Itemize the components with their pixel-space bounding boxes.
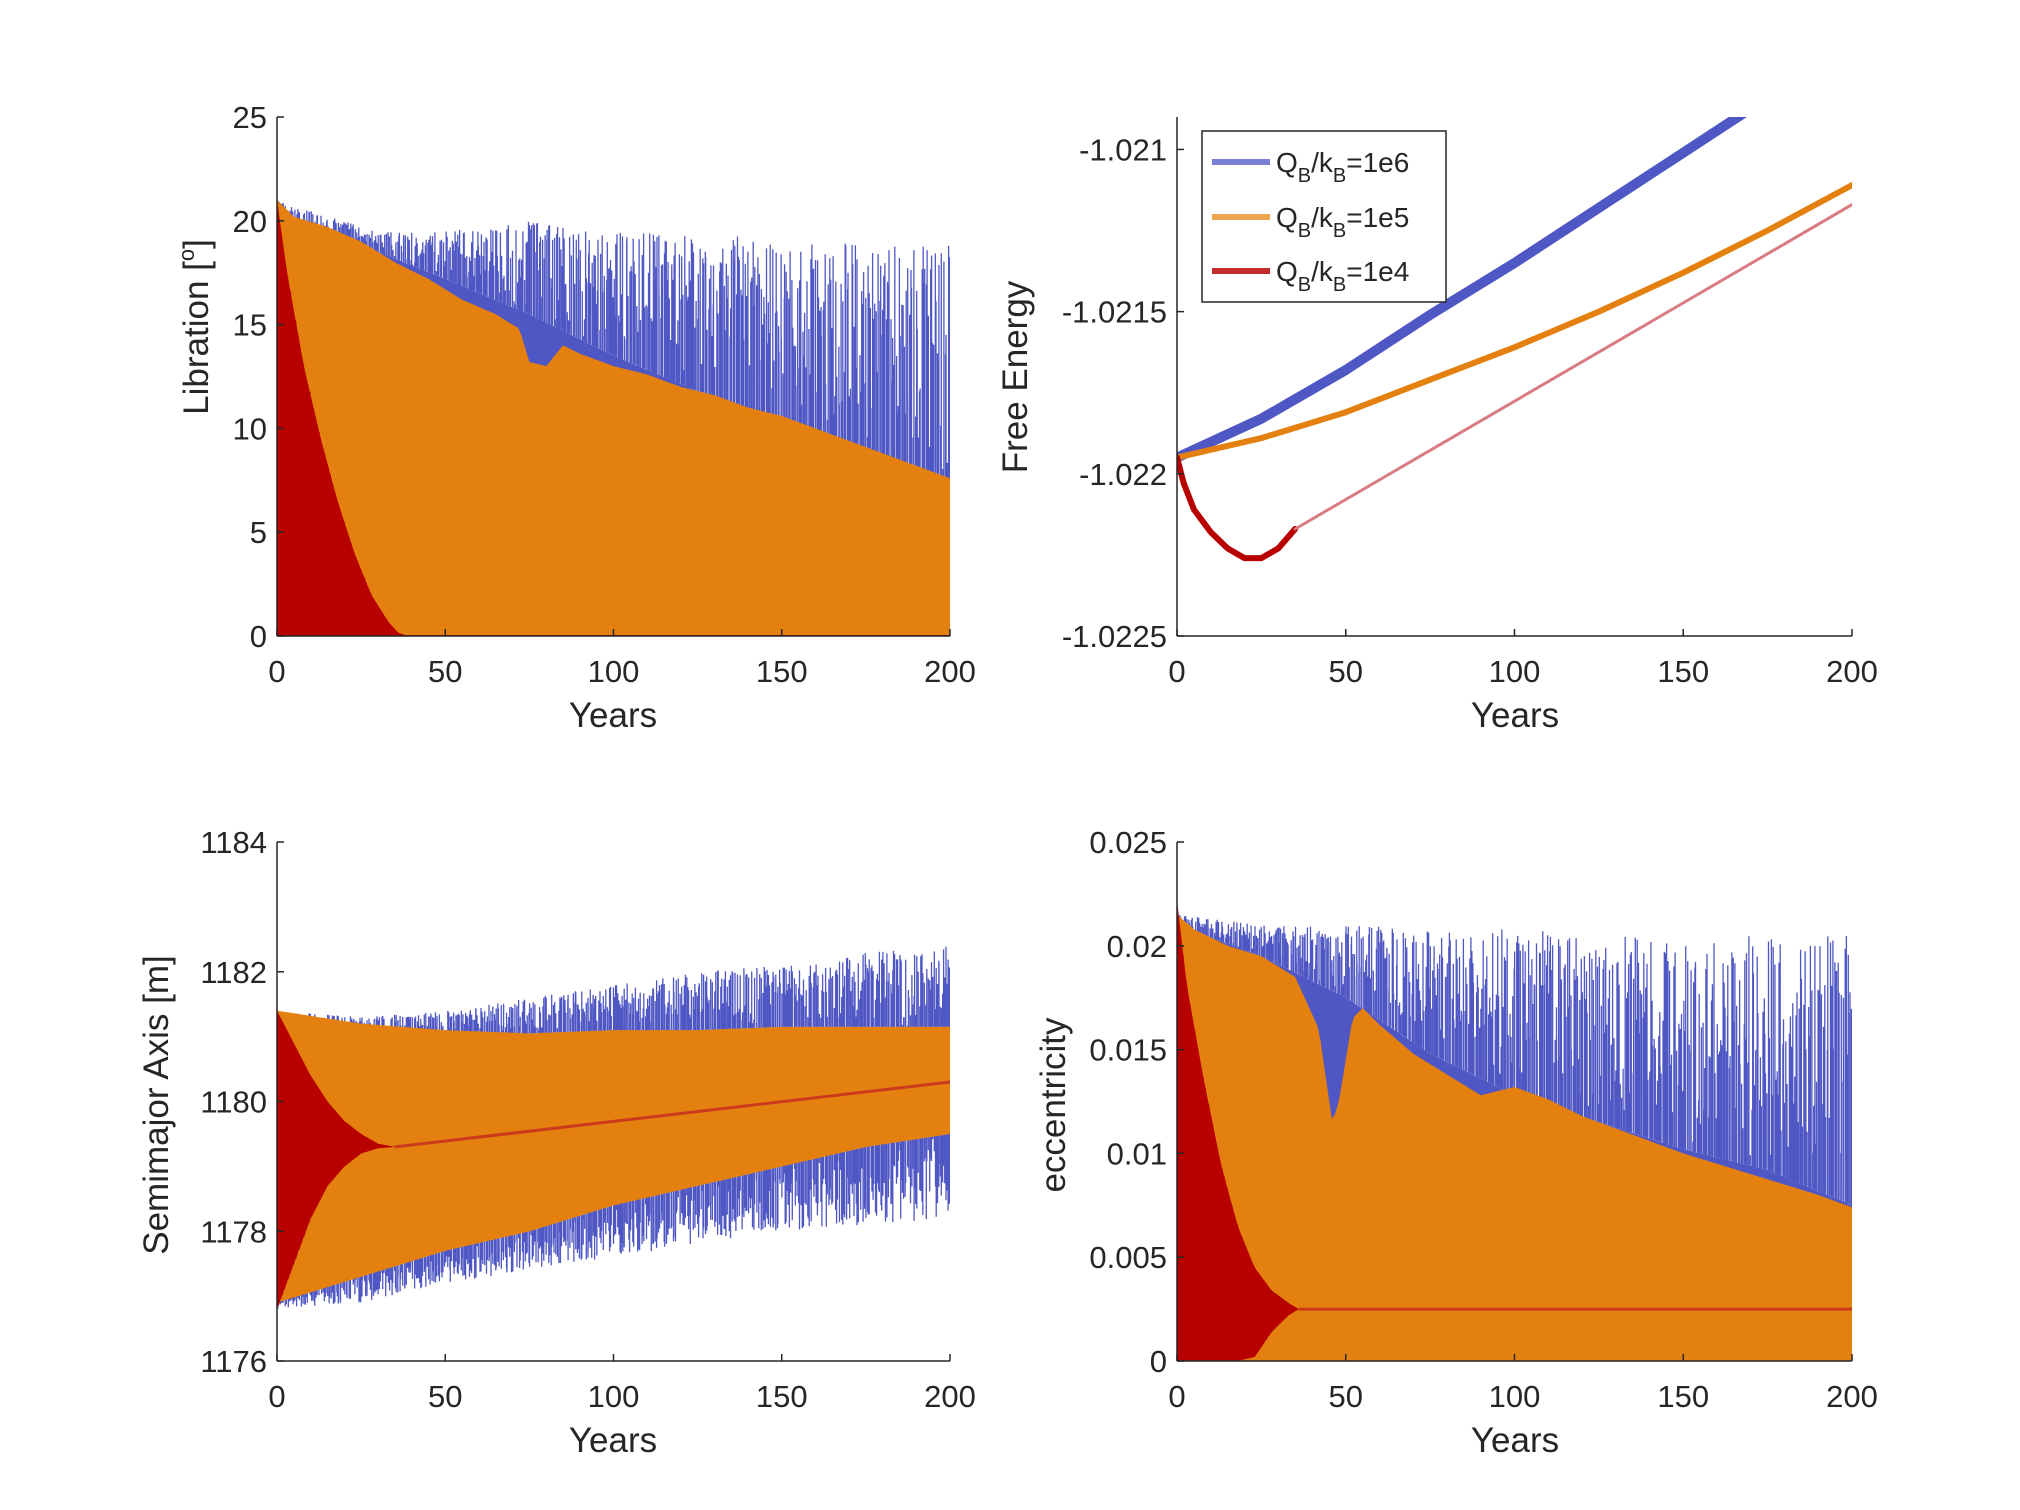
semimajor-axis-x-tick-label: 0 (268, 1379, 285, 1414)
semimajor-axis-y-tick-label: 1182 (200, 955, 267, 990)
semimajor-axis-series (277, 946, 950, 1310)
libration-y-axis-label: Libration [o] (174, 239, 216, 415)
semimajor-axis-panel: 0 50 100 150 200 1176 1178 1180 1182 1184 Years S… (137, 825, 976, 1460)
eccentricity-axes: 0 50 100 150 200 0 0.005 0.01 0.015 0.02 0.025 (1089, 825, 1877, 1414)
free-energy-series-1e4 (1177, 454, 1299, 562)
libration-series (277, 200, 950, 636)
legend-1e4-sub2: B (1333, 274, 1346, 296)
eccentricity-x-tick-label: 50 (1329, 1379, 1363, 1414)
legend-1e6-mid: /k (1311, 147, 1334, 178)
legend-label-1e5: QB/kB=1e5 (1276, 202, 1409, 242)
semimajor-axis-x-tick-label: 50 (428, 1379, 462, 1414)
semimajor-axis-y-tick-label: 1176 (200, 1344, 267, 1379)
legend-1e5-value: =1e5 (1346, 202, 1409, 233)
semimajor-axis-y-tick-label: 1184 (200, 825, 267, 860)
libration-y-tick-label: 0 (250, 619, 267, 654)
free-energy-panel: 0 50 100 150 200 -1.0225 -1.022 -1.0215 -1.021 Y… (996, 117, 1878, 735)
eccentricity-series-1e4-fill (1177, 900, 1852, 1361)
legend-1e5-mid: /k (1311, 202, 1334, 233)
eccentricity-y-tick-label: 0.02 (1107, 929, 1167, 964)
semimajor-axis-y-tick-label: 1178 (200, 1214, 267, 1249)
eccentricity-y-tick-label: 0.025 (1089, 825, 1167, 860)
semimajor-axis-series-1e4-trend (394, 1080, 950, 1149)
free-energy-series (1177, 117, 1852, 562)
free-energy-x-tick-label: 100 (1489, 654, 1541, 689)
libration-y-tick-label: 10 (233, 411, 267, 446)
libration-y-label-sup: o (174, 249, 199, 261)
libration-y-tick-label: 20 (233, 204, 267, 239)
eccentricity-y-tick-label: 0.01 (1107, 1136, 1167, 1171)
libration-y-tick-label: 25 (233, 100, 267, 135)
legend-1e5-sub1: B (1298, 220, 1311, 242)
semimajor-axis-y-tick-label: 1180 (200, 1085, 267, 1120)
free-energy-x-tick-label: 0 (1168, 654, 1185, 689)
legend-1e6-value: =1e6 (1346, 147, 1409, 178)
legend-1e4-base: Q (1276, 256, 1298, 287)
free-energy-x-tick-label: 200 (1826, 654, 1878, 689)
free-energy-series-1e4-tail (1293, 203, 1852, 531)
libration-x-axis-label: Years (569, 696, 657, 735)
libration-y-label-main: Libration [ (177, 261, 216, 415)
legend-entry-1e6: QB/kB=1e6 (1212, 147, 1409, 187)
semimajor-axis-x-tick-label: 150 (756, 1379, 808, 1414)
semimajor-axis-x-tick-label: 100 (588, 1379, 640, 1414)
eccentricity-x-tick-label: 150 (1657, 1379, 1709, 1414)
eccentricity-y-axis-label: eccentricity (1034, 1017, 1073, 1193)
legend-1e6-sub1: B (1298, 165, 1311, 187)
eccentricity-y-tick-label: 0.005 (1089, 1240, 1167, 1275)
eccentricity-series (1177, 900, 1852, 1361)
free-energy-axes: 0 50 100 150 200 -1.0225 -1.022 -1.0215 -1.021 (1062, 117, 1878, 689)
libration-panel: 0 50 100 150 200 0 5 10 15 20 25 Years Libration [… (174, 100, 976, 735)
eccentricity-x-tick-label: 0 (1168, 1379, 1185, 1414)
free-energy-x-tick-label: 150 (1657, 654, 1709, 689)
semimajor-axis-axes: 0 50 100 150 200 1176 1178 1180 1182 1184 (200, 825, 976, 1414)
libration-y-tick-label: 5 (250, 515, 267, 550)
legend-1e5-base: Q (1276, 202, 1298, 233)
eccentricity-x-tick-label: 200 (1826, 1379, 1878, 1414)
free-energy-y-tick-label: -1.021 (1079, 132, 1167, 167)
eccentricity-panel: 0 50 100 150 200 0 0.005 0.01 0.015 0.02 0.025 Yea… (1034, 825, 1878, 1460)
free-energy-x-tick-label: 50 (1329, 654, 1363, 689)
legend-entry-1e4: QB/kB=1e4 (1212, 256, 1409, 296)
eccentricity-y-tick-label: 0 (1150, 1344, 1167, 1379)
libration-y-tick-label: 15 (233, 308, 267, 343)
free-energy-series-1e5 (1177, 182, 1852, 461)
libration-x-tick-label: 200 (924, 654, 976, 689)
legend-1e4-value: =1e4 (1346, 256, 1409, 287)
legend-entry-1e5: QB/kB=1e5 (1212, 202, 1409, 242)
legend-1e6-base: Q (1276, 147, 1298, 178)
legend-label-1e6: QB/kB=1e6 (1276, 147, 1409, 187)
free-energy-y-tick-label: -1.0225 (1062, 619, 1167, 654)
semimajor-axis-x-tick-label: 200 (924, 1379, 976, 1414)
legend-1e5-sub2: B (1333, 220, 1346, 242)
eccentricity-x-tick-label: 100 (1489, 1379, 1541, 1414)
free-energy-series-1e6 (1177, 117, 1747, 463)
libration-x-tick-label: 100 (588, 654, 640, 689)
free-energy-y-axis-label: Free Energy (996, 280, 1035, 473)
free-energy-x-axis-label: Years (1471, 696, 1559, 735)
libration-y-label-end: ] (177, 239, 216, 249)
free-energy-y-tick-label: -1.0215 (1062, 295, 1167, 330)
legend-1e4-sub1: B (1298, 274, 1311, 296)
libration-x-tick-label: 50 (428, 654, 462, 689)
eccentricity-x-axis-label: Years (1471, 1421, 1559, 1460)
libration-x-tick-label: 150 (756, 654, 808, 689)
libration-axes: 0 50 100 150 200 0 5 10 15 20 25 (233, 100, 976, 689)
legend-1e4-mid: /k (1311, 256, 1334, 287)
free-energy-y-tick-label: -1.022 (1079, 457, 1167, 492)
libration-x-tick-label: 0 (268, 654, 285, 689)
eccentricity-y-tick-label: 0.015 (1089, 1033, 1167, 1068)
legend-1e6-sub2: B (1333, 165, 1346, 187)
legend-label-1e4: QB/kB=1e4 (1276, 256, 1409, 296)
semimajor-axis-y-axis-label: Semimajor Axis [m] (137, 955, 176, 1255)
semimajor-axis-x-axis-label: Years (569, 1421, 657, 1460)
legend: QB/kB=1e6 QB/kB=1e5 QB/kB=1e4 (1201, 130, 1447, 303)
